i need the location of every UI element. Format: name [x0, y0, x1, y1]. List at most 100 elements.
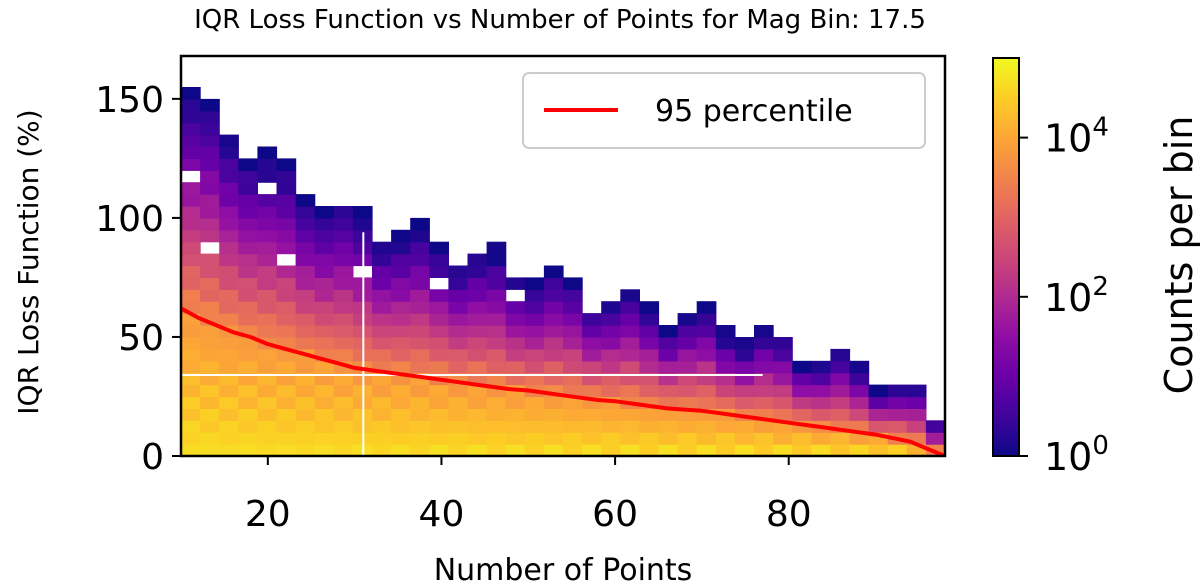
heatmap-cell [257, 301, 278, 314]
heatmap-cell [295, 408, 316, 421]
heatmap-cell [658, 384, 679, 398]
heatmap-cell [314, 325, 335, 338]
heatmap-cell [658, 360, 679, 374]
heatmap-cell [391, 432, 411, 445]
heatmap-cell [563, 396, 583, 409]
heatmap-cell [524, 301, 545, 314]
heatmap-cell [429, 337, 449, 350]
heatmap-cell [314, 289, 335, 302]
heatmap-cell [200, 134, 220, 148]
heatmap-cell [391, 348, 411, 362]
heatmap-cell [295, 217, 316, 231]
heatmap-cell [448, 432, 469, 445]
heatmap-cell [448, 420, 469, 433]
heatmap-cell [639, 325, 660, 338]
heatmap-cell [238, 158, 258, 171]
heatmap-cell [200, 98, 220, 112]
heatmap-cell [773, 444, 793, 456]
heatmap-cell [352, 217, 373, 231]
heatmap-cell [754, 337, 774, 350]
heatmap-cell [219, 206, 239, 219]
heatmap-cell [429, 253, 449, 267]
heatmap-cell [601, 420, 621, 433]
heatmap-cell [677, 348, 698, 362]
heatmap-cell [181, 420, 201, 433]
heatmap-cell [620, 384, 640, 398]
heatmap-cell [486, 432, 507, 445]
plot-frame [179, 54, 947, 458]
heatmap-cell [276, 301, 297, 314]
heatmap-cell [276, 241, 297, 255]
heatmap-cell [734, 432, 755, 445]
heatmap-cell [238, 396, 258, 409]
heatmap-cell [391, 253, 411, 267]
heatmap-cell [391, 229, 411, 243]
heatmap-cell [410, 444, 430, 456]
heatmap-cell [333, 348, 354, 362]
heatmap-cell [563, 301, 583, 314]
heatmap-cell [181, 337, 201, 350]
heatmap-cell [314, 241, 335, 255]
heatmap-cell [773, 396, 793, 409]
heatmap-cell [391, 313, 411, 326]
heatmap-cell [887, 444, 908, 456]
heatmap-cell [543, 420, 564, 433]
heatmap-cell [429, 348, 449, 362]
heatmap-cell [276, 408, 297, 421]
heatmap-cell [830, 360, 851, 374]
heatmap-cell [830, 408, 851, 421]
heatmap-cell [505, 396, 526, 409]
heatmap-cell [257, 348, 278, 362]
heatmap-cell [486, 325, 507, 338]
colorbar-tick-label: 104 [1044, 113, 1109, 161]
heatmap-cell [429, 444, 449, 456]
heatmap-cell [696, 384, 717, 398]
heatmap-cell [620, 408, 640, 421]
heatmap-cell [219, 444, 239, 456]
heatmap-cell [276, 360, 297, 374]
heatmap-cell [849, 396, 870, 409]
heatmap-cell [639, 420, 660, 433]
heatmap-cell [601, 337, 621, 350]
y-axis: 0 50 100 150 [95, 80, 181, 478]
heatmap-cell [696, 337, 717, 350]
heatmap-cell [314, 396, 335, 409]
heatmap-cell [295, 301, 316, 314]
heatmap-cell [543, 277, 564, 290]
heatmap-cell [754, 432, 774, 445]
heatmap-cell [677, 360, 698, 374]
heatmap-cell [486, 408, 507, 421]
heatmap-cell [486, 253, 507, 267]
heatmap-cell [276, 265, 297, 278]
heatmap-cell [333, 420, 354, 433]
heatmap-cell [906, 408, 927, 421]
heatmap-cell [467, 396, 488, 409]
heatmap-cell [505, 277, 526, 290]
heatmap-cell [181, 289, 201, 302]
heatmap-cell [429, 289, 449, 302]
heatmap-cell [868, 396, 889, 409]
heatmap-cell [314, 301, 335, 314]
colorbar-tick-label: 100 [1044, 431, 1109, 479]
heatmap-cell [601, 360, 621, 374]
heatmap-cell [543, 408, 564, 421]
heatmap-cell [391, 360, 411, 374]
heatmap-cell [181, 110, 201, 124]
heatmap-cell [219, 432, 239, 445]
heatmap-cell [868, 444, 889, 456]
heatmap-cell [372, 432, 392, 445]
y-tick-label: 150 [95, 80, 164, 121]
heatmap-cell [276, 229, 297, 243]
heatmap-cell [543, 313, 564, 326]
heatmap-cell [620, 360, 640, 374]
heatmap-cell [448, 289, 469, 302]
heatmap-cell [620, 348, 640, 362]
heatmap-cell [314, 420, 335, 433]
heatmap-cell [314, 408, 335, 421]
x-axis-label: Number of Points [434, 553, 693, 585]
heatmap-cell [486, 337, 507, 350]
heatmap-cell [620, 325, 640, 338]
heatmap-cell [257, 420, 278, 433]
heatmap-cell [200, 182, 220, 195]
heatmap-cell [754, 384, 774, 398]
